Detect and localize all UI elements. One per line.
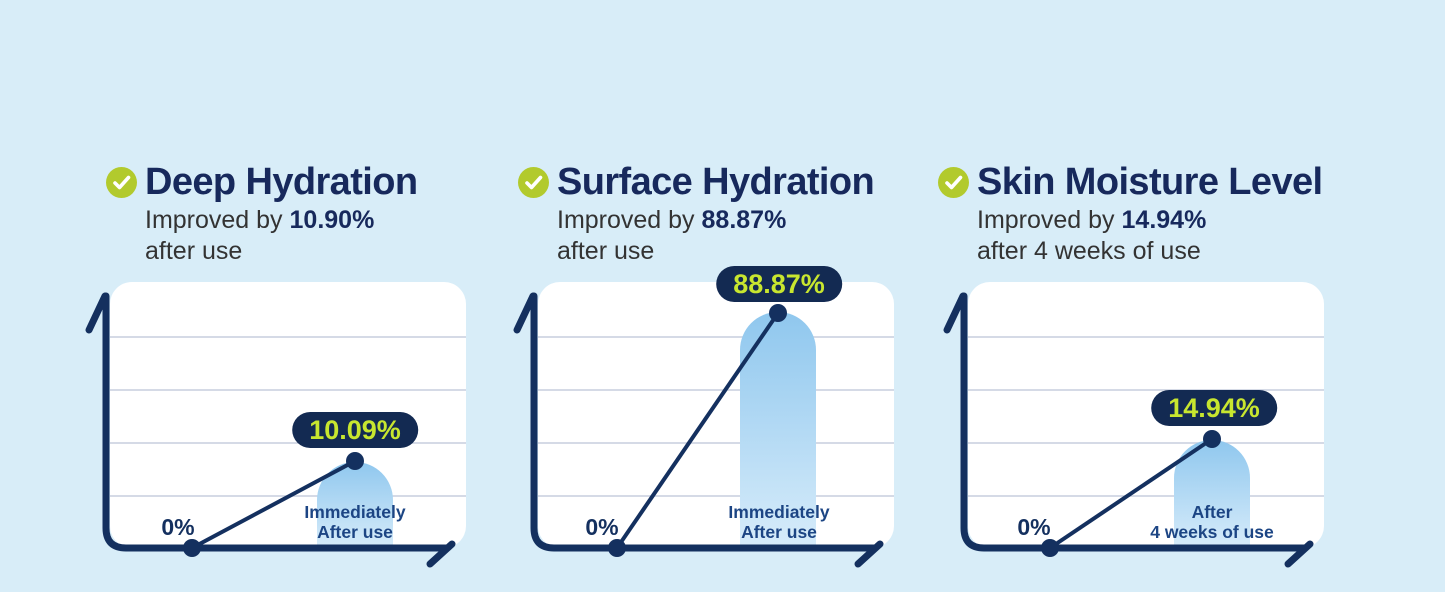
improved-suffix: after use (557, 237, 655, 265)
improved-value: 10.90% (289, 206, 375, 234)
line-chart-svg (943, 292, 1324, 568)
improved-value: 88.87% (701, 206, 787, 234)
x-axis-label: After 4 weeks of use (1150, 502, 1274, 542)
header-text: Surface Hydration Improved by 88.87% afte… (557, 160, 875, 267)
gridlines (968, 336, 1324, 497)
panel-subtitle: Improved by 10.90% after use (145, 205, 417, 267)
data-point-start (183, 539, 201, 557)
panel-subtitle: Improved by 14.94% after 4 weeks of use (977, 205, 1322, 267)
data-point-start (1041, 539, 1059, 557)
y-axis-arrow-icon (85, 292, 109, 334)
gridlines (538, 336, 894, 497)
x-axis-label-line1: After (1191, 502, 1233, 522)
value-badge-text: 88.87% (733, 269, 825, 299)
panel-title: Deep Hydration (145, 161, 418, 203)
x-axis-label-line2: 4 weeks of use (1150, 522, 1274, 542)
value-badge: 10.09% (292, 412, 418, 448)
start-value-label: 0% (585, 514, 619, 540)
panel-title: Skin Moisture Level (977, 161, 1323, 203)
bar-shape (1174, 440, 1250, 548)
panel-deep-hydration: Deep Hydration Improved by 10.90% after u… (70, 150, 510, 582)
panel-header: Skin Moisture Level Improved by 14.94% af… (938, 160, 1323, 267)
improved-prefix: Improved by (557, 206, 695, 234)
panel-title: Surface Hydration (557, 161, 875, 203)
header-text: Deep Hydration Improved by 10.90% after u… (145, 160, 418, 267)
panel-subtitle: Improved by 88.87% after use (557, 205, 874, 267)
line-chart-svg (85, 292, 466, 568)
panel-header: Deep Hydration Improved by 10.90% after u… (106, 160, 418, 267)
value-badge-text: 14.94% (1168, 393, 1260, 423)
improved-prefix: Improved by (145, 206, 283, 234)
x-axis-label-line2: After use (317, 522, 393, 542)
data-point-end (346, 452, 364, 470)
x-axis-arrow-icon (1284, 540, 1314, 568)
value-badge: 88.87% (716, 266, 842, 302)
data-line (615, 311, 780, 550)
bar-shape (317, 462, 393, 548)
x-axis-arrow-icon (426, 540, 456, 568)
chart-card (538, 282, 894, 548)
x-axis-label-line1: Immediately (304, 502, 406, 522)
improved-value: 14.94% (1121, 206, 1207, 234)
improved-suffix: after 4 weeks of use (977, 237, 1201, 265)
data-point-start (608, 539, 626, 557)
panel-skin-moisture-level: Skin Moisture Level Improved by 14.94% af… (928, 150, 1368, 582)
panel-header: Surface Hydration Improved by 88.87% afte… (518, 160, 875, 267)
value-badge-text: 10.09% (309, 415, 401, 445)
x-axis-label-line1: Immediately (728, 502, 830, 522)
start-value-label: 0% (161, 514, 195, 540)
data-point-end (1203, 430, 1221, 448)
axis-lines (102, 292, 450, 552)
axis-lines (530, 292, 878, 552)
header-text: Skin Moisture Level Improved by 14.94% af… (977, 160, 1323, 267)
x-axis-label-line2: After use (741, 522, 817, 542)
bar-shape (740, 312, 816, 548)
data-line (191, 459, 356, 550)
value-badge: 14.94% (1151, 390, 1277, 426)
check-icon (938, 167, 969, 198)
data-point-end (769, 304, 787, 322)
data-line (1048, 437, 1214, 550)
start-value-label: 0% (1017, 514, 1051, 540)
y-axis-arrow-icon (943, 292, 967, 334)
panel-surface-hydration: Surface Hydration Improved by 88.87% afte… (498, 150, 938, 582)
y-axis-arrow-icon (513, 292, 537, 334)
improved-suffix: after use (145, 237, 243, 265)
line-chart-svg (513, 292, 894, 568)
x-axis-label: Immediately After use (304, 502, 405, 542)
axis-lines (960, 292, 1308, 552)
check-icon (106, 167, 137, 198)
improved-prefix: Improved by (977, 206, 1115, 234)
check-icon (518, 167, 549, 198)
x-axis-label: Immediately After use (728, 502, 829, 542)
x-axis-arrow-icon (854, 540, 884, 568)
